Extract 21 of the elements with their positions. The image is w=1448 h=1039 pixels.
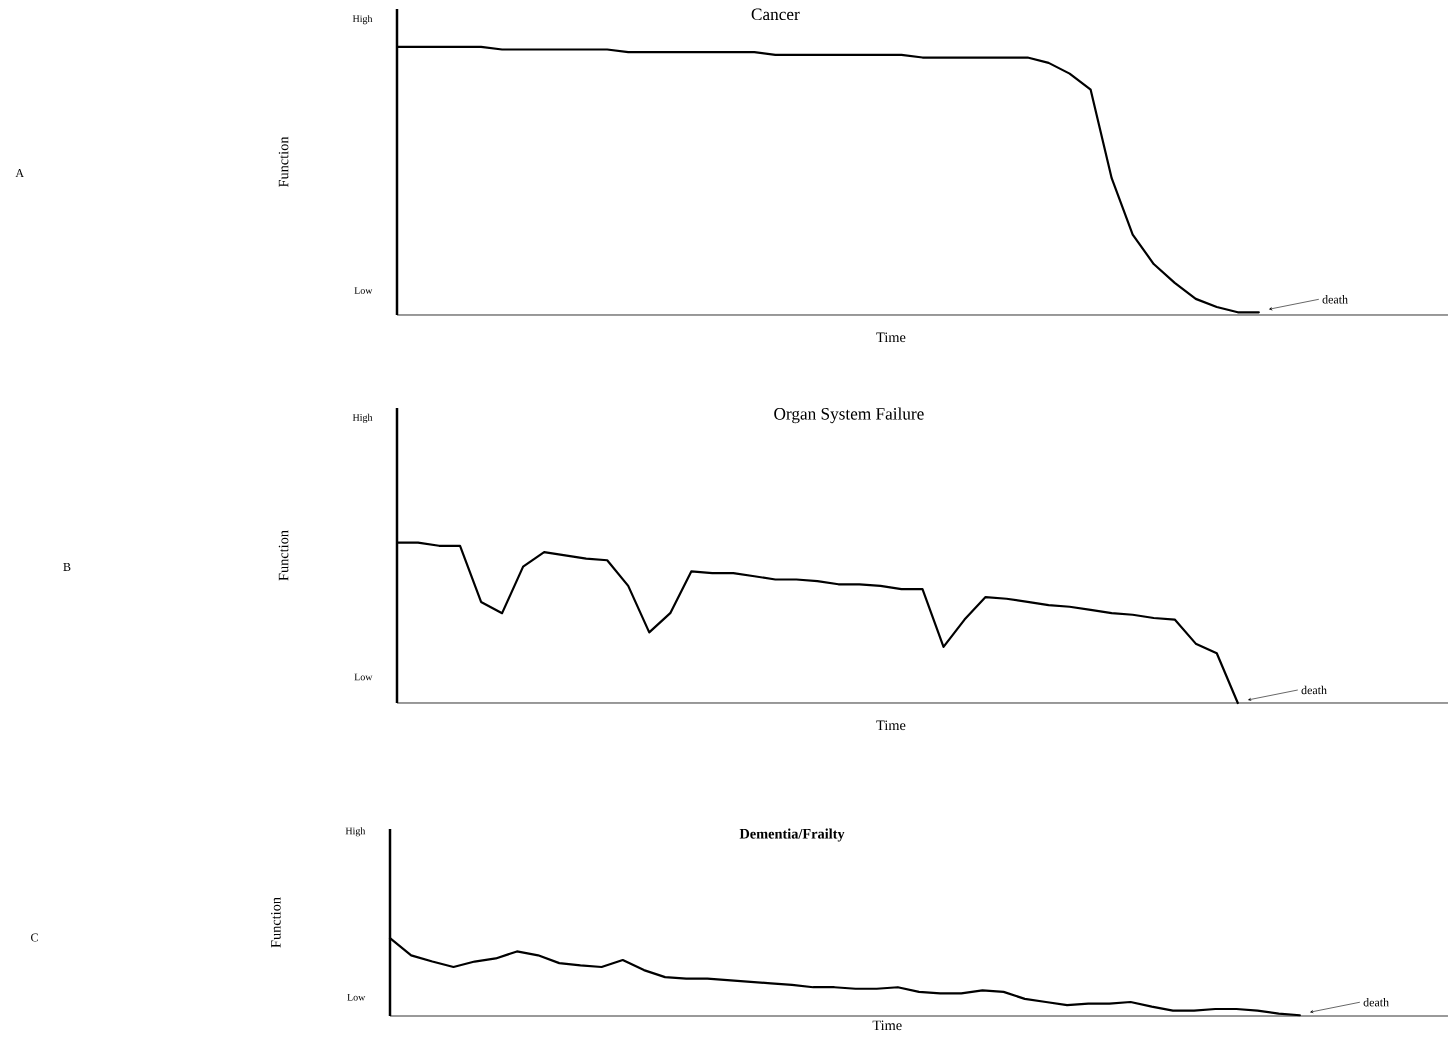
text: A	[15, 169, 24, 177]
text: Low	[347, 993, 366, 1001]
x-axis-title: Time	[872, 1020, 902, 1031]
x-axis-title: Time	[876, 332, 906, 343]
text: B	[63, 563, 71, 571]
text: C	[31, 933, 38, 942]
annotation: death	[1301, 685, 1327, 695]
text: High	[352, 15, 373, 25]
y-axis-title: Function	[271, 897, 281, 948]
x-axis-title: Time	[876, 720, 906, 731]
annotation: death	[1363, 998, 1389, 1007]
chart-title: Organ System Failure	[774, 407, 924, 424]
chart-title: Cancer	[751, 8, 800, 21]
chart-title: Dementia/Frailty	[739, 828, 845, 842]
annotation: death	[1322, 295, 1348, 304]
text: High	[345, 827, 366, 837]
y-axis-title: Function	[278, 136, 289, 188]
text: High	[352, 413, 373, 423]
text: Low	[354, 673, 373, 681]
text: Low	[354, 287, 373, 294]
y-axis-title: Function	[278, 530, 289, 581]
